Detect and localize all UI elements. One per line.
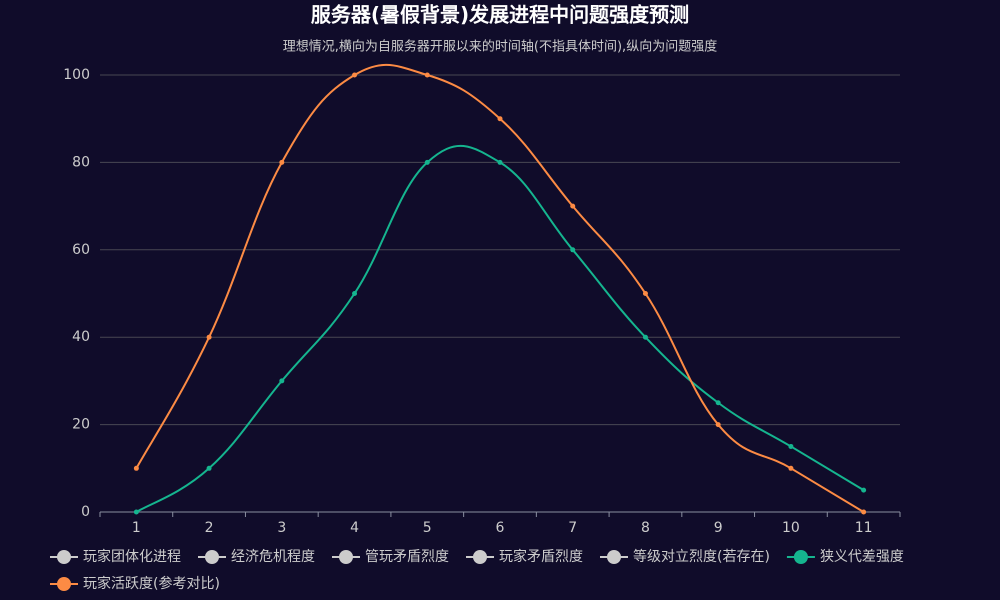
data-point — [206, 465, 212, 471]
y-tick-label: 0 — [81, 504, 90, 520]
x-tick-label: 4 — [350, 520, 359, 536]
legend-icon — [473, 550, 487, 564]
legend-label: 玩家团体化进程 — [83, 548, 181, 565]
legend-label: 玩家矛盾烈度 — [499, 548, 583, 565]
data-point — [788, 443, 794, 449]
legend-label: 等级对立烈度(若存在) — [633, 548, 770, 565]
data-point — [133, 509, 139, 515]
x-tick-label: 3 — [277, 520, 286, 536]
data-point — [715, 422, 721, 428]
chart-title: 服务器(暑假背景)发展进程中问题强度预测 — [311, 3, 689, 27]
legend-icon — [607, 550, 621, 564]
legend-item[interactable]: 玩家团体化进程 — [50, 548, 181, 565]
legend-item[interactable]: 等级对立烈度(若存在) — [600, 548, 770, 565]
data-point — [424, 159, 430, 165]
data-point — [861, 509, 867, 515]
legend-label: 管玩矛盾烈度 — [365, 549, 449, 565]
data-point — [570, 247, 576, 253]
x-tick-label: 5 — [423, 520, 432, 536]
data-point — [424, 72, 430, 78]
x-tick-label: 9 — [714, 520, 723, 536]
legend-icon — [57, 550, 71, 564]
data-point — [642, 291, 648, 296]
legend-label: 玩家活跃度(参考对比) — [83, 575, 220, 592]
data-point — [352, 72, 358, 78]
legend-icon — [339, 550, 353, 564]
y-tick-label: 80 — [72, 154, 90, 170]
x-tick-label: 7 — [568, 520, 577, 536]
chart-subtitle: 理想情况,横向为自服务器开服以来的时间轴(不指具体时间),纵向为问题强度 — [283, 39, 717, 55]
data-point — [642, 334, 648, 340]
data-point — [497, 159, 503, 165]
x-tick-label: 10 — [782, 520, 800, 536]
series-line — [135, 145, 865, 513]
legend-item[interactable]: 狭义代差强度 — [786, 549, 904, 565]
y-tick-label: 100 — [63, 67, 90, 83]
legend-item[interactable]: 经济危机程度 — [198, 549, 315, 565]
legend-label: 狭义代差强度 — [820, 549, 904, 565]
legend-item[interactable]: 玩家活跃度(参考对比) — [50, 575, 220, 592]
data-point — [788, 465, 794, 471]
data-point — [570, 203, 576, 209]
data-point — [133, 465, 139, 471]
x-tick-label: 2 — [205, 520, 214, 536]
legend-item[interactable]: 管玩矛盾烈度 — [332, 549, 449, 565]
data-point — [206, 334, 212, 340]
x-tick-label: 8 — [641, 520, 650, 536]
legend-item[interactable]: 玩家矛盾烈度 — [466, 548, 583, 565]
x-tick-label: 1 — [132, 520, 141, 536]
data-point — [352, 291, 358, 296]
data-point — [861, 487, 867, 493]
data-point — [715, 400, 721, 406]
legend-icon — [793, 550, 808, 564]
y-tick-label: 40 — [72, 329, 90, 345]
x-tick-label: 11 — [855, 520, 873, 536]
data-point — [279, 159, 285, 165]
legend-icon — [57, 577, 71, 591]
legend-label: 经济危机程度 — [231, 549, 315, 565]
y-tick-label: 60 — [72, 242, 90, 258]
data-point — [279, 378, 285, 384]
legend-icon — [205, 550, 219, 564]
series-line — [135, 63, 865, 513]
data-point — [497, 116, 503, 122]
y-tick-label: 20 — [72, 417, 90, 433]
x-tick-label: 6 — [496, 520, 505, 536]
